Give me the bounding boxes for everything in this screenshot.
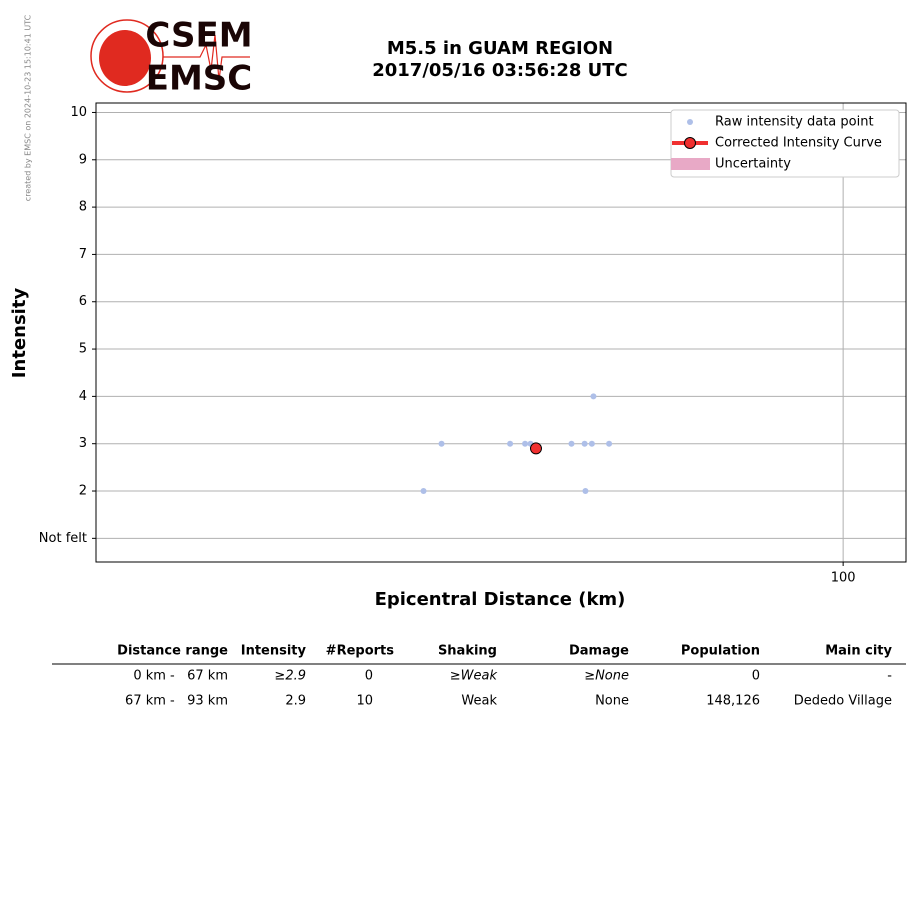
legend-marker — [671, 158, 710, 170]
logo-circle — [90, 19, 164, 93]
table-cell: ≥Weak — [450, 669, 498, 684]
watermark: created by EMSC on 2024-10-23 15:10:41 U… — [24, 14, 33, 201]
table-cell: Dededo Village — [794, 694, 892, 709]
logo: CSEM EMSC — [90, 16, 253, 99]
data-point — [581, 440, 588, 447]
table-cell: - — [887, 669, 892, 684]
data-point — [568, 440, 575, 447]
data-point — [522, 440, 529, 447]
curve-point — [529, 442, 542, 455]
table-header: Main city — [825, 644, 892, 659]
data-point — [606, 440, 613, 447]
data-point — [420, 488, 427, 495]
table-cell: 2.9 — [285, 694, 306, 709]
logo-text: EMSC — [146, 59, 253, 99]
table-header: Population — [681, 644, 760, 659]
table-cell: 148,126 — [706, 694, 760, 709]
x-axis-label: Epicentral Distance (km) — [375, 589, 626, 610]
y-tick-label: 5 — [79, 342, 87, 357]
y-tick-label: 7 — [79, 247, 87, 262]
logo-map — [99, 30, 151, 86]
logo-wave — [163, 34, 250, 81]
table-cell: 0 — [752, 669, 760, 684]
legend-marker — [684, 137, 696, 149]
y-tick-label: Not felt — [39, 531, 87, 546]
chart-subtitle: 2017/05/16 03:56:28 UTC — [372, 60, 628, 81]
table-header: Damage — [569, 644, 629, 659]
legend-label: Uncertainty — [715, 157, 791, 172]
table-cell: None — [595, 694, 629, 709]
y-tick-label: 10 — [70, 105, 87, 120]
table-cell: 10 — [356, 694, 373, 709]
legend-label: Corrected Intensity Curve — [715, 136, 882, 151]
legend-label: Raw intensity data point — [715, 115, 874, 130]
table-header: Shaking — [438, 644, 497, 659]
plot-frame — [95, 102, 907, 563]
table-cell: ≥None — [584, 669, 629, 684]
data-point — [438, 440, 445, 447]
y-tick-label: 6 — [79, 294, 87, 309]
logo-text: CSEM — [145, 16, 252, 56]
data-point — [588, 440, 595, 447]
y-tick-label: 4 — [79, 389, 87, 404]
y-axis-label: Intensity — [9, 288, 30, 379]
table-header: Distance range — [117, 644, 228, 659]
table-header: Intensity — [241, 644, 307, 659]
chart-title: M5.5 in GUAM REGION — [387, 38, 613, 59]
legend-box — [670, 109, 900, 178]
table-cell: 67 km - 93 km — [125, 694, 228, 709]
legend-marker — [687, 119, 693, 125]
table-cell: 0 km - 67 km — [133, 669, 228, 684]
y-tick-label: 3 — [79, 436, 87, 451]
table-cell: 0 — [365, 669, 373, 684]
x-tick-label: 100 — [831, 571, 856, 586]
y-tick-label: 9 — [79, 152, 87, 167]
y-tick-label: 8 — [79, 200, 87, 215]
table-cell: Weak — [461, 694, 497, 709]
data-point — [582, 488, 589, 495]
table-header: #Reports — [326, 644, 395, 659]
y-tick-label: 2 — [79, 484, 87, 499]
data-point — [507, 440, 514, 447]
data-point — [590, 393, 597, 400]
table-cell: ≥2.9 — [274, 669, 306, 684]
table: Distance range Intensity #Reports Shaking Da… — [117, 644, 892, 709]
